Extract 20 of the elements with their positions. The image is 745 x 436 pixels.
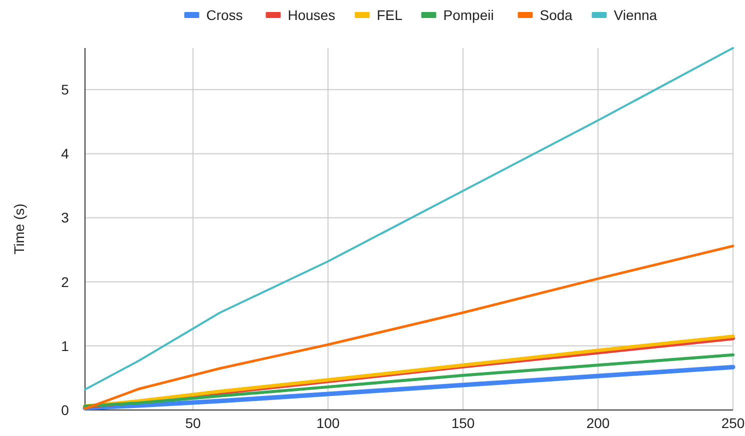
- legend-label: Houses: [288, 6, 336, 23]
- x-tick-label: 100: [316, 415, 340, 431]
- legend-label: Pompeii: [443, 6, 494, 23]
- y-tick-label: 0: [61, 402, 70, 418]
- x-tick-label: 50: [185, 415, 201, 431]
- y-axis-title: Time (s): [11, 204, 27, 254]
- y-tick-label: 3: [61, 210, 70, 226]
- line-series: [84, 47, 734, 390]
- line-series: [84, 353, 734, 408]
- legend-label: FEL: [376, 6, 403, 23]
- x-tick-label: 200: [586, 415, 610, 431]
- x-tick-label: 250: [721, 415, 745, 431]
- x-tick-label: 150: [451, 415, 475, 431]
- legend-label: Soda: [540, 6, 573, 23]
- legend-label: Vienna: [614, 6, 658, 23]
- y-tick-label: 5: [61, 82, 70, 98]
- y-tick-label: 1: [61, 338, 70, 354]
- legend-label: Cross: [206, 6, 243, 23]
- y-tick-label: 4: [61, 146, 70, 162]
- y-tick-label: 2: [61, 274, 70, 290]
